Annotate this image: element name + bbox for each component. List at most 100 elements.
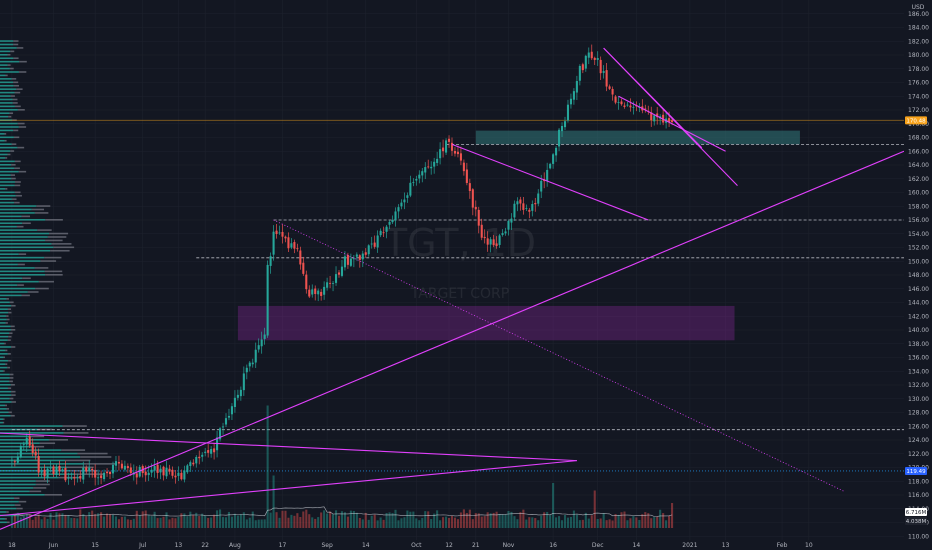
candle[interactable] (468, 178, 471, 199)
candle[interactable] (590, 44, 593, 61)
candle[interactable] (227, 408, 231, 421)
candle[interactable] (605, 62, 608, 92)
candle[interactable] (430, 161, 433, 175)
candle[interactable] (320, 289, 323, 301)
candle[interactable] (447, 135, 451, 148)
candle[interactable] (602, 65, 605, 79)
candle[interactable] (337, 269, 341, 278)
candle[interactable] (439, 142, 442, 165)
candle[interactable] (361, 250, 364, 268)
candle[interactable] (147, 465, 150, 482)
trendline[interactable] (0, 150, 905, 530)
candle[interactable] (575, 75, 578, 101)
candle[interactable] (272, 225, 275, 261)
candle[interactable] (82, 461, 85, 484)
candle[interactable] (251, 358, 254, 368)
candle[interactable] (546, 162, 549, 187)
candle[interactable] (305, 270, 308, 294)
candle[interactable] (587, 47, 590, 65)
candle[interactable] (376, 230, 379, 253)
candle[interactable] (418, 170, 421, 184)
candle[interactable] (522, 196, 525, 215)
candle[interactable] (248, 361, 251, 372)
candle[interactable] (64, 460, 67, 483)
candle[interactable] (263, 327, 266, 345)
candle[interactable] (623, 102, 626, 109)
candle[interactable] (329, 276, 332, 289)
candle[interactable] (403, 192, 406, 210)
candle[interactable] (572, 88, 575, 105)
candle[interactable] (117, 455, 120, 471)
candle[interactable] (563, 116, 567, 130)
candle[interactable] (266, 260, 269, 338)
candle[interactable] (626, 101, 629, 107)
candle[interactable] (644, 104, 647, 113)
candle[interactable] (260, 331, 263, 354)
candle[interactable] (224, 413, 228, 427)
candle[interactable] (159, 465, 162, 480)
zone[interactable] (475, 130, 800, 145)
candle[interactable] (611, 86, 614, 101)
candle[interactable] (195, 455, 198, 468)
candle[interactable] (245, 364, 248, 380)
candle[interactable] (531, 200, 534, 217)
candle[interactable] (456, 145, 459, 158)
candle[interactable] (230, 403, 233, 421)
candle[interactable] (103, 469, 106, 482)
candle[interactable] (19, 442, 22, 459)
candle[interactable] (126, 463, 129, 473)
candle[interactable] (504, 227, 507, 236)
candle[interactable] (317, 288, 320, 302)
candle[interactable] (314, 285, 317, 301)
candle[interactable] (332, 280, 335, 292)
candle[interactable] (73, 470, 76, 486)
candle[interactable] (79, 470, 82, 482)
candle[interactable] (462, 159, 465, 176)
candle[interactable] (49, 460, 52, 473)
candle[interactable] (352, 254, 355, 268)
trendline[interactable] (451, 143, 649, 221)
candle[interactable] (346, 252, 349, 269)
candle[interactable] (120, 460, 123, 470)
candle[interactable] (507, 219, 510, 236)
candle[interactable] (465, 162, 468, 186)
candle[interactable] (58, 460, 61, 477)
candle[interactable] (433, 157, 436, 174)
candle[interactable] (459, 146, 462, 166)
candle[interactable] (210, 446, 213, 458)
candle[interactable] (388, 220, 391, 230)
candle[interactable] (608, 84, 611, 90)
candle[interactable] (269, 252, 272, 274)
candle[interactable] (599, 56, 602, 80)
candle[interactable] (340, 260, 344, 278)
candle[interactable] (453, 147, 457, 157)
candle[interactable] (46, 466, 49, 484)
candle[interactable] (373, 235, 376, 249)
candle[interactable] (349, 253, 352, 268)
candle[interactable] (153, 458, 156, 478)
candle[interactable] (492, 234, 495, 248)
candle[interactable] (549, 162, 552, 170)
candle[interactable] (569, 93, 572, 109)
candle[interactable] (302, 256, 305, 276)
candle[interactable] (290, 238, 293, 250)
candle[interactable] (471, 188, 474, 216)
candle[interactable] (581, 62, 584, 74)
candle[interactable] (204, 448, 207, 457)
candle[interactable] (100, 470, 103, 485)
trendline[interactable] (603, 47, 738, 187)
candle[interactable] (213, 442, 216, 460)
candle[interactable] (76, 473, 79, 483)
candle[interactable] (88, 460, 91, 478)
candle[interactable] (397, 204, 400, 219)
candles-layer[interactable] (10, 44, 674, 486)
candle[interactable] (566, 99, 570, 123)
candle[interactable] (596, 51, 599, 66)
candle[interactable] (421, 167, 424, 183)
candle[interactable] (424, 162, 427, 180)
candle[interactable] (477, 206, 480, 234)
candle[interactable] (114, 456, 118, 473)
candle[interactable] (445, 138, 448, 155)
